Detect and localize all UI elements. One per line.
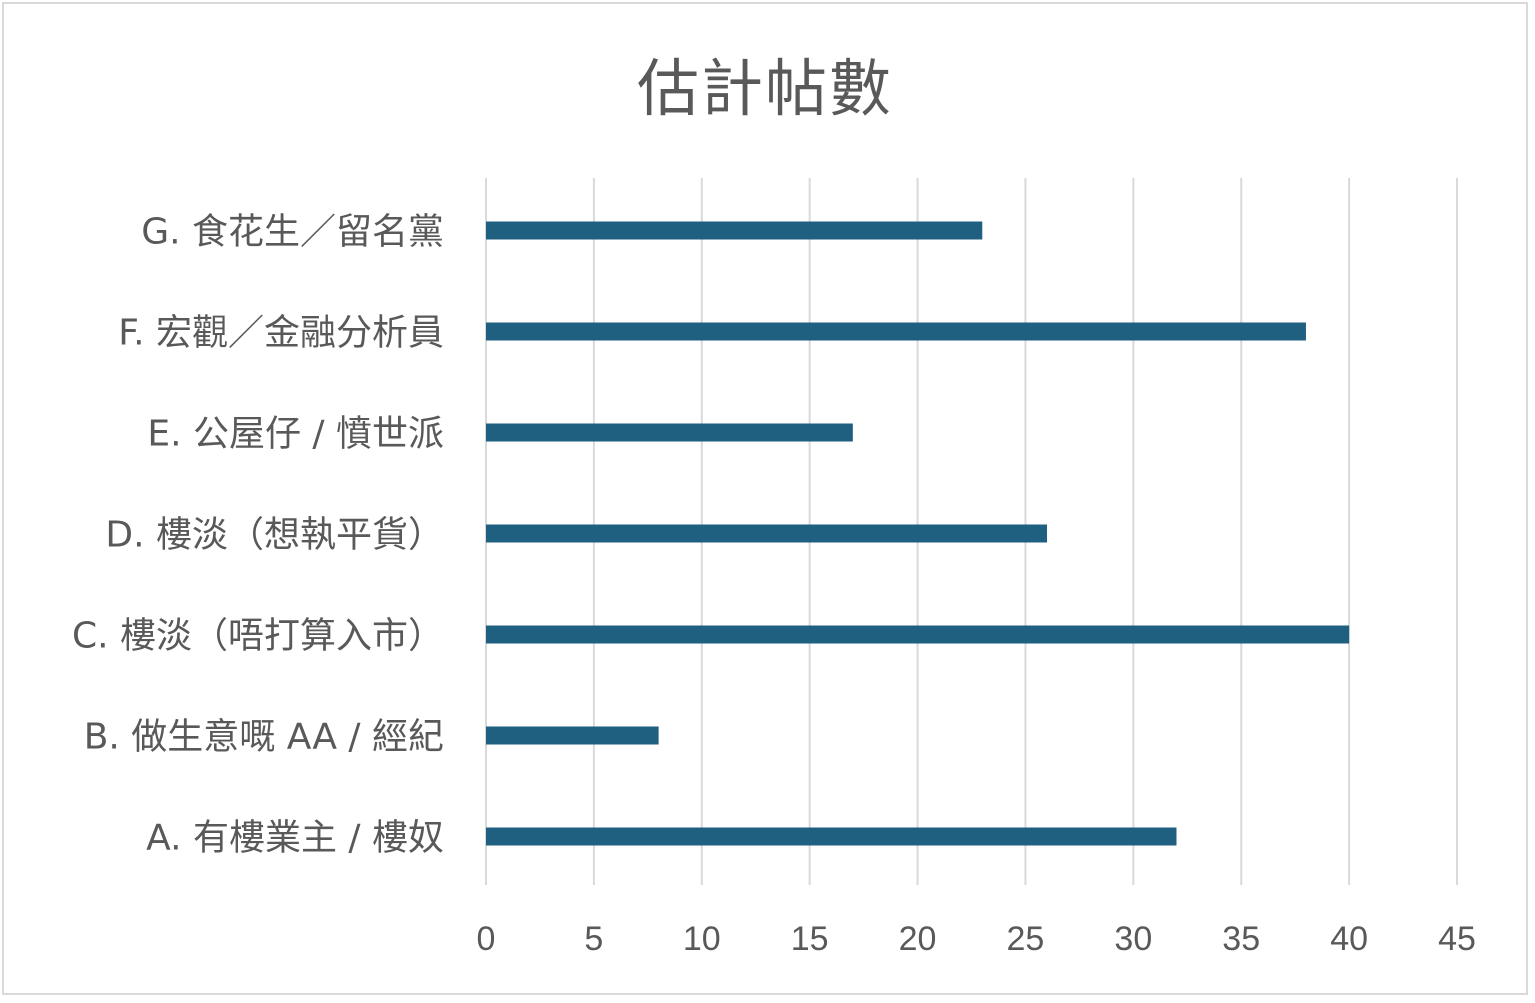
category-label: G. 食花生／留名黨 [141,212,444,253]
category-label: A. 有樓業主 / 樓奴 [146,818,444,859]
x-tick-label: 30 [1114,920,1152,958]
bar [486,625,1350,644]
x-tick-label: 40 [1330,920,1368,958]
bar [486,726,659,745]
category-label: D. 樓淡（想執平貨） [105,515,444,556]
bar [486,524,1048,543]
bar [486,423,853,442]
x-tick-label: 5 [584,920,603,958]
x-tick-label: 45 [1438,920,1476,958]
bar [486,221,983,240]
x-tick-label: 20 [899,920,937,958]
category-label: E. 公屋仔 / 憤世派 [147,414,444,455]
x-tick-label: 0 [477,920,496,958]
chart-title: 估計帖數 [636,52,893,125]
bar [486,827,1177,846]
category-label: F. 宏觀／金融分析員 [118,313,444,354]
bar [486,322,1306,341]
x-tick-label: 25 [1007,920,1045,958]
x-tick-label: 10 [683,920,721,958]
x-tick-label: 35 [1222,920,1260,958]
category-labels: G. 食花生／留名黨 F. 宏觀／金融分析員 E. 公屋仔 / 憤世派 D. 樓淡（想… [72,212,444,859]
x-tick-label: 15 [791,920,829,958]
x-tick-labels: 0 5 10 15 20 25 30 35 40 45 [477,920,1476,958]
category-label: B. 做生意嘅 AA / 經紀 [84,717,444,758]
category-label: C. 樓淡（唔打算入市） [72,616,444,657]
bars [486,221,1350,846]
